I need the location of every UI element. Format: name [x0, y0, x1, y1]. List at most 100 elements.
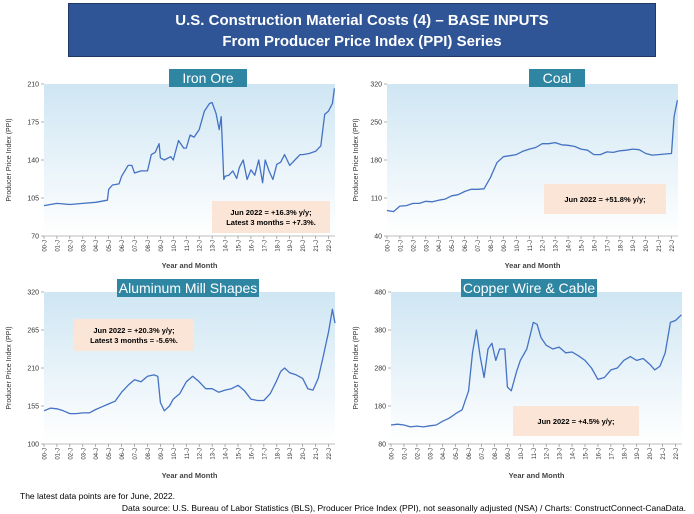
latest-data-note: The latest data points are for June, 202… — [20, 491, 175, 501]
x-tick-label: 12-J — [541, 240, 547, 252]
chart-title: Coal — [543, 70, 572, 86]
x-tick-label: 00-J — [43, 240, 49, 252]
x-tick-label: 05-J — [107, 240, 113, 252]
x-tick-label: 03-J — [81, 240, 87, 252]
y-tick-label: 210 — [27, 366, 39, 373]
x-tick-label: 06-J — [463, 240, 469, 252]
x-tick-label: 10-J — [172, 240, 178, 252]
x-tick-label: 21-J — [657, 240, 663, 252]
x-tick-label: 18-J — [275, 240, 281, 252]
x-tick-label: 18-J — [622, 448, 628, 460]
x-tick-label: 09-J — [159, 448, 165, 460]
x-tick-label: 22-J — [670, 240, 676, 252]
x-tick-label: 16-J — [249, 448, 255, 460]
x-tick-label: 22-J — [327, 240, 333, 252]
x-tick-label: 02-J — [68, 448, 74, 460]
x-tick-label: 17-J — [609, 448, 615, 460]
y-tick-label: 480 — [374, 290, 386, 297]
x-tick-label: 15-J — [237, 448, 243, 460]
y-tick-label: 380 — [374, 328, 386, 335]
x-tick-label: 08-J — [489, 240, 495, 252]
y-tick-label: 265 — [27, 328, 39, 335]
annotation-box — [513, 406, 639, 436]
x-tick-label: 22-J — [674, 448, 680, 460]
chart-svg: 100 155 210 265 320 00-J 01-J 02-J 03-J 04-J 05-J 0… — [6, 279, 336, 480]
x-tick-label: 04-J — [94, 240, 100, 252]
chart-iron-ore: 70 105 140 175 210 00-J 01-J 02-J 03-J 04-J 05-J 06… — [0, 68, 347, 278]
x-tick-label: 10-J — [172, 448, 178, 460]
x-tick-label: 14-J — [224, 448, 230, 460]
chart-coal: 40 110 180 250 320 00-J 01-J 02-J 03-J 04-J 05-J 06… — [347, 68, 694, 278]
x-tick-label: 19-J — [288, 448, 294, 460]
x-tick-label: 17-J — [262, 240, 268, 252]
x-tick-label: 04-J — [441, 448, 447, 460]
series-line — [43, 308, 336, 415]
x-tick-label: 10-J — [515, 240, 521, 252]
y-tick-label: 180 — [370, 158, 382, 165]
x-tick-label: 13-J — [211, 240, 217, 252]
x-tick-label: 15-J — [237, 240, 243, 252]
x-tick-label: 11-J — [528, 240, 534, 251]
chart-title: Copper Wire & Cable — [463, 280, 595, 296]
x-tick-label: 01-J — [55, 448, 61, 460]
x-tick-label: 19-J — [288, 240, 294, 252]
x-tick-label: 11-J — [185, 240, 191, 251]
y-tick-label: 40 — [374, 234, 382, 241]
x-tick-label: 08-J — [493, 448, 499, 460]
x-tick-label: 20-J — [644, 240, 650, 252]
chart-title: Aluminum Mill Shapes — [119, 280, 258, 296]
y-tick-label: 105 — [27, 196, 39, 203]
annotation-text: Jun 2022 = +51.8% y/y; — [564, 195, 645, 204]
x-tick-label: 02-J — [68, 240, 74, 252]
page-title-line-2: From Producer Price Index (PPI) Series — [222, 33, 502, 50]
x-tick-label: 00-J — [390, 448, 396, 460]
x-tick-label: 08-J — [146, 240, 152, 252]
x-tick-label: 19-J — [631, 240, 637, 252]
x-tick-label: 14-J — [224, 240, 230, 252]
chart-aluminum-mill-shapes: 100 155 210 265 320 00-J 01-J 02-J 03-J 04-J 05-J 0… — [0, 278, 347, 488]
x-tick-label: 03-J — [81, 448, 87, 460]
page-title-line-1: U.S. Construction Material Costs (4) – B… — [175, 12, 549, 29]
x-tick-label: 13-J — [211, 448, 217, 460]
x-tick-label: 15-J — [584, 448, 590, 460]
x-tick-label: 07-J — [480, 448, 486, 460]
x-tick-label: 01-J — [55, 240, 61, 252]
x-tick-label: 05-J — [454, 448, 460, 460]
x-axis-label: Year and Month — [509, 471, 565, 480]
y-tick-label: 80 — [378, 442, 386, 449]
x-tick-label: 20-J — [648, 448, 654, 460]
annotation-text: Jun 2022 = +4.5% y/y; — [537, 417, 614, 426]
chart-title-box — [461, 279, 597, 297]
x-axis-label: Year and Month — [162, 261, 218, 270]
x-tick-label: 04-J — [94, 448, 100, 460]
x-tick-label: 16-J — [596, 448, 602, 460]
y-tick-label: 100 — [27, 442, 39, 449]
x-tick-label: 17-J — [605, 240, 611, 252]
x-tick-label: 15-J — [580, 240, 586, 252]
data-source-note: Data source: U.S. Bureau of Labor Statis… — [121, 503, 686, 513]
chart-copper-wire-cable: 80 180 280 380 480 00-J 01-J 02-J 03-J 04-J 05-J 06… — [347, 278, 694, 488]
chart-title: Iron Ore — [182, 70, 234, 86]
y-tick-label: 70 — [31, 234, 39, 241]
x-tick-label: 08-J — [146, 448, 152, 460]
y-tick-label: 140 — [27, 158, 39, 165]
chart-title-box — [169, 69, 247, 87]
y-tick-label: 250 — [370, 120, 382, 127]
x-tick-label: 09-J — [159, 240, 165, 252]
series-line — [390, 314, 682, 428]
annotation-box — [544, 184, 666, 214]
x-tick-label: 06-J — [120, 240, 126, 252]
series-line — [43, 88, 336, 207]
x-tick-label: 12-J — [198, 240, 204, 252]
x-tick-label: 06-J — [467, 448, 473, 460]
page-title-banner: U.S. Construction Material Costs (4) – B… — [68, 3, 656, 57]
chart-svg: 70 105 140 175 210 00-J 01-J 02-J 03-J 04-J 05-J 06… — [6, 69, 336, 270]
annotation-text: Jun 2022 = +16.3% y/y; — [230, 208, 311, 217]
chart-title-box — [529, 69, 585, 87]
chart-title-box — [117, 279, 259, 297]
x-tick-label: 05-J — [450, 240, 456, 252]
x-tick-label: 01-J — [402, 448, 408, 460]
x-tick-label: 13-J — [558, 448, 564, 460]
x-axis-label: Year and Month — [505, 261, 561, 270]
annotation-box — [74, 319, 194, 351]
